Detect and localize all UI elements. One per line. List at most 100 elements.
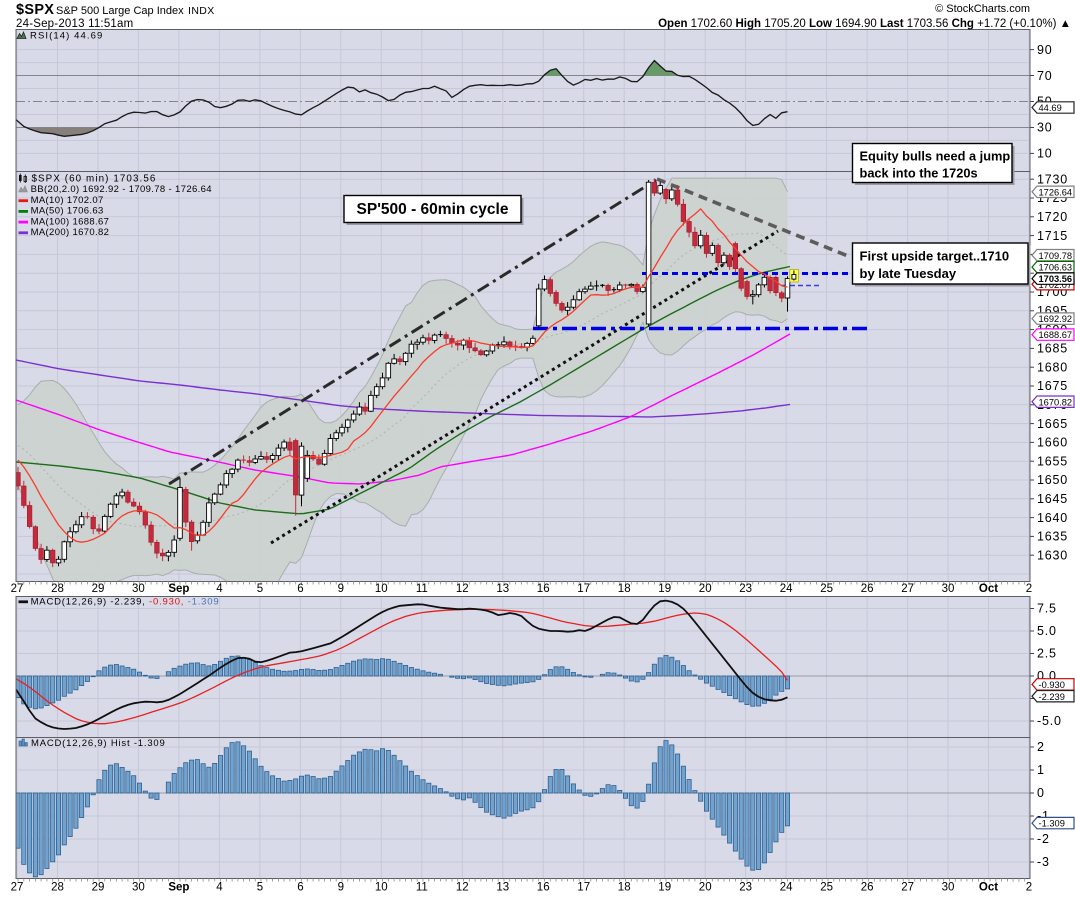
svg-text:Sep: Sep — [168, 583, 189, 595]
svg-text:-2: -2 — [1037, 832, 1050, 846]
svg-text:1709.78: 1709.78 — [1039, 251, 1073, 261]
svg-text:5: 5 — [257, 583, 263, 595]
svg-text:13: 13 — [496, 882, 509, 894]
svg-text:25: 25 — [820, 583, 833, 595]
svg-text:1706.63: 1706.63 — [1039, 263, 1073, 273]
svg-text:1650: 1650 — [1037, 473, 1068, 487]
svg-text:26: 26 — [861, 583, 874, 595]
svg-text:$SPX (60 min) 1703.56: $SPX (60 min) 1703.56 — [32, 174, 157, 185]
svg-text:20: 20 — [699, 583, 712, 595]
svg-text:-1.309: -1.309 — [1039, 819, 1065, 829]
svg-text:24-Sep-2013 11:51am: 24-Sep-2013 11:51am — [16, 18, 133, 30]
svg-text:Sep: Sep — [168, 882, 189, 894]
svg-text:1: 1 — [1037, 763, 1045, 777]
svg-text:1730: 1730 — [1037, 172, 1068, 186]
svg-text:by late Tuesday: by late Tuesday — [860, 266, 957, 281]
svg-text:2: 2 — [1037, 740, 1045, 754]
svg-text:90: 90 — [1037, 43, 1053, 57]
svg-text:30: 30 — [942, 583, 955, 595]
svg-text:4: 4 — [216, 583, 223, 595]
svg-text:-0.930: -0.930 — [1039, 680, 1065, 690]
svg-text:0: 0 — [1037, 786, 1045, 800]
svg-text:-3: -3 — [1037, 855, 1050, 869]
svg-text:1692.92: 1692.92 — [1039, 314, 1073, 324]
svg-text:-1: -1 — [1037, 809, 1050, 823]
svg-text:12: 12 — [456, 882, 469, 894]
svg-text:26: 26 — [861, 882, 874, 894]
svg-text:4: 4 — [216, 882, 223, 894]
svg-text:19: 19 — [658, 583, 671, 595]
svg-text:1660: 1660 — [1037, 436, 1068, 450]
svg-text:RSI(14) 44.69: RSI(14) 44.69 — [30, 31, 103, 42]
svg-text:30: 30 — [132, 882, 145, 894]
svg-text:1680: 1680 — [1037, 360, 1068, 374]
svg-text:1703.56: 1703.56 — [1039, 274, 1073, 284]
svg-text:30: 30 — [1037, 121, 1053, 135]
svg-text:5: 5 — [257, 882, 263, 894]
svg-text:INDX: INDX — [188, 5, 215, 17]
svg-text:27: 27 — [11, 882, 24, 894]
svg-text:10: 10 — [375, 882, 388, 894]
svg-text:1670.82: 1670.82 — [1039, 397, 1073, 407]
svg-text:1675: 1675 — [1037, 379, 1068, 393]
svg-text:28: 28 — [51, 882, 64, 894]
svg-text:Open 1702.60 High 1705.20 Low: Open 1702.60 High 1705.20 Low 1694.90 La… — [658, 18, 1071, 30]
svg-text:9: 9 — [338, 583, 344, 595]
svg-text:44.69: 44.69 — [1039, 103, 1062, 113]
svg-text:11: 11 — [416, 882, 428, 894]
svg-text:10: 10 — [1037, 147, 1053, 161]
svg-text:13: 13 — [496, 583, 509, 595]
svg-text:23: 23 — [739, 882, 752, 894]
svg-text:MACD(12,26,9) -2.239, -0.930,: MACD(12,26,9) -2.239, -0.930, -1.309 — [31, 597, 220, 608]
svg-text:SP'500 - 60min cycle: SP'500 - 60min cycle — [357, 201, 509, 218]
svg-text:MACD(12,26,9) Hist -1.309: MACD(12,26,9) Hist -1.309 — [31, 738, 166, 749]
svg-text:1715: 1715 — [1037, 229, 1068, 243]
svg-text:1635: 1635 — [1037, 530, 1068, 544]
svg-text:-5.0: -5.0 — [1037, 714, 1062, 728]
svg-text:back into the 1720s: back into the 1720s — [860, 166, 978, 181]
svg-text:23: 23 — [739, 583, 752, 595]
svg-text:18: 18 — [618, 882, 631, 894]
svg-text:1720: 1720 — [1037, 210, 1068, 224]
svg-text:Equity bulls need a jump: Equity bulls need a jump — [860, 149, 1011, 164]
svg-text:30: 30 — [942, 882, 955, 894]
svg-text:1645: 1645 — [1037, 492, 1068, 506]
svg-text:27: 27 — [901, 882, 914, 894]
svg-text:1665: 1665 — [1037, 417, 1068, 431]
svg-text:$SPX: $SPX — [16, 2, 54, 18]
svg-text:16: 16 — [537, 882, 550, 894]
svg-text:MA(200) 1670.82: MA(200) 1670.82 — [31, 227, 110, 238]
svg-text:S&P 500 Large Cap Index: S&P 500 Large Cap Index — [56, 5, 184, 17]
svg-text:1630: 1630 — [1037, 548, 1068, 562]
svg-text:1688.67: 1688.67 — [1039, 330, 1073, 340]
svg-text:© StockCharts.com: © StockCharts.com — [935, 3, 1030, 15]
svg-text:27: 27 — [11, 583, 24, 595]
svg-text:BB(20,2.0) 1692.92 - 1709.78 -: BB(20,2.0) 1692.92 - 1709.78 - 1726.64 — [31, 184, 212, 195]
svg-text:-2.239: -2.239 — [1039, 692, 1065, 702]
svg-text:Oct: Oct — [979, 583, 998, 595]
svg-text:27: 27 — [901, 583, 914, 595]
svg-text:1685: 1685 — [1037, 342, 1068, 356]
svg-text:19: 19 — [658, 882, 671, 894]
svg-text:First upside target..1710: First upside target..1710 — [860, 249, 1010, 264]
svg-text:5.0: 5.0 — [1037, 624, 1057, 638]
svg-text:1726.64: 1726.64 — [1039, 187, 1073, 197]
svg-text:2.5: 2.5 — [1037, 647, 1057, 661]
svg-text:1640: 1640 — [1037, 511, 1068, 525]
svg-text:24: 24 — [780, 583, 793, 595]
svg-text:9: 9 — [338, 882, 344, 894]
svg-text:16: 16 — [537, 583, 550, 595]
svg-text:20: 20 — [699, 882, 712, 894]
svg-text:25: 25 — [820, 882, 833, 894]
svg-text:30: 30 — [132, 583, 145, 595]
svg-text:MA(50) 1706.63: MA(50) 1706.63 — [31, 206, 104, 217]
svg-text:12: 12 — [456, 583, 469, 595]
svg-text:28: 28 — [51, 583, 64, 595]
svg-text:29: 29 — [92, 882, 105, 894]
svg-text:MA(100) 1688.67: MA(100) 1688.67 — [31, 216, 110, 227]
svg-text:2: 2 — [1026, 882, 1032, 894]
svg-text:17: 17 — [577, 583, 590, 595]
svg-text:6: 6 — [297, 882, 303, 894]
svg-text:24: 24 — [780, 882, 793, 894]
svg-text:29: 29 — [92, 583, 105, 595]
